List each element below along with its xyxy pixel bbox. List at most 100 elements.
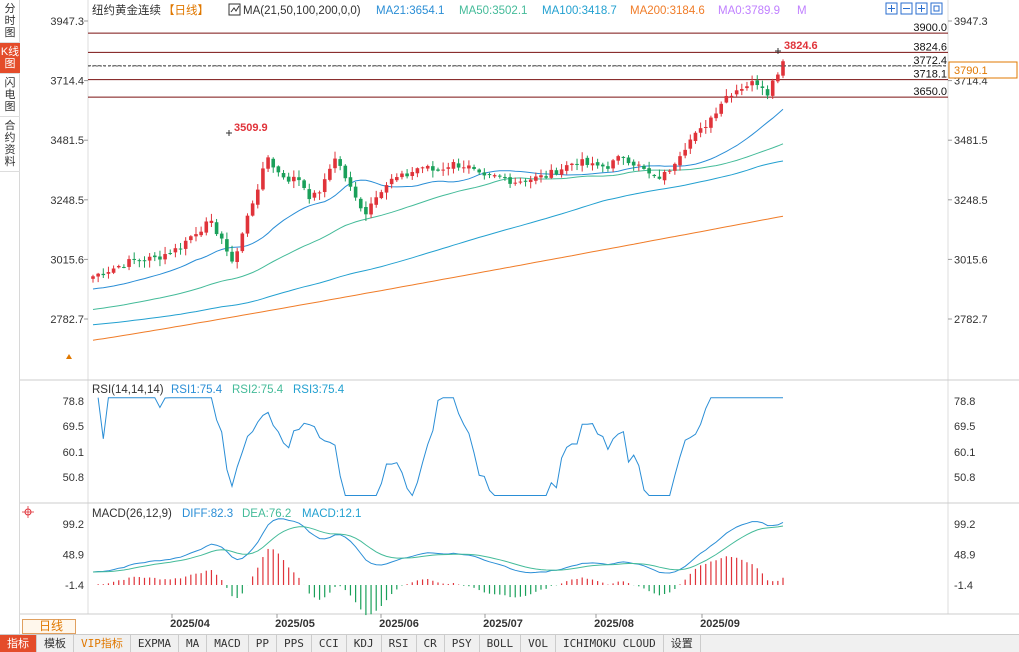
candle[interactable] [225,232,229,257]
candle[interactable] [724,89,729,104]
candle[interactable] [235,247,239,269]
candle[interactable] [348,171,353,191]
toolbar-item-expma[interactable]: EXPMA [131,635,179,652]
candle[interactable] [657,169,662,180]
candle[interactable] [611,158,615,173]
candle[interactable] [353,181,358,201]
candle[interactable] [523,178,528,187]
candle[interactable] [544,170,548,180]
candle[interactable] [513,177,518,186]
candle[interactable] [189,235,193,244]
candle[interactable] [219,231,224,245]
toolbar-item-指标[interactable]: 指标 [0,635,37,652]
candle[interactable] [503,173,507,181]
candle[interactable] [467,160,471,174]
candle[interactable] [703,120,708,134]
candle[interactable] [405,169,409,179]
candle[interactable] [214,218,219,237]
candle[interactable] [647,161,651,179]
candle[interactable] [740,83,744,96]
candle[interactable] [369,197,373,219]
candle[interactable] [662,169,667,185]
candle[interactable] [199,226,203,238]
candle[interactable] [518,177,523,185]
candle[interactable] [528,175,533,189]
candle[interactable] [472,164,476,171]
candle[interactable] [400,170,404,180]
candle[interactable] [183,237,188,256]
tab-contract-info[interactable]: 合约资料 [0,117,20,172]
candle[interactable] [765,85,770,100]
toolbar-item-vip指标[interactable]: VIP指标 [74,635,131,652]
candle[interactable] [781,59,785,79]
candle[interactable] [250,200,255,217]
toolbar-item-cci[interactable]: CCI [312,635,347,652]
candle[interactable] [755,75,760,90]
candle[interactable] [132,252,136,265]
toolbar-item-rsi[interactable]: RSI [382,635,417,652]
candle[interactable] [122,264,126,269]
zoom-out-icon[interactable] [900,2,913,15]
toolbar-item-vol[interactable]: VOL [521,635,556,652]
candle[interactable] [328,164,332,182]
candle[interactable] [111,265,116,275]
toolbar-item-macd[interactable]: MACD [207,635,249,652]
candle[interactable] [693,131,698,144]
candle[interactable] [477,168,481,175]
candle[interactable] [688,134,693,154]
candle[interactable] [667,169,672,174]
candle[interactable] [461,160,466,173]
candle[interactable] [714,107,718,122]
candle[interactable] [410,167,415,180]
zoom-in-icon[interactable] [915,2,928,15]
candle[interactable] [312,190,317,201]
candle[interactable] [194,227,198,242]
candle[interactable] [389,174,394,189]
candle[interactable] [482,168,487,180]
candle[interactable] [497,174,502,179]
candle[interactable] [534,172,538,185]
toolbar-item-模板[interactable]: 模板 [37,635,74,652]
candle[interactable] [147,253,152,268]
candle[interactable] [616,154,621,165]
candle[interactable] [152,252,157,262]
toolbar-item-设置[interactable]: 设置 [664,635,701,652]
toolbar-item-pps[interactable]: PPS [277,635,312,652]
candle[interactable] [492,173,497,179]
candle[interactable] [539,169,543,183]
candle[interactable] [302,179,306,191]
candle[interactable] [549,164,554,180]
candle[interactable] [456,158,461,171]
candle[interactable] [286,172,291,184]
candle[interactable] [585,155,590,168]
candle[interactable] [276,165,281,177]
candle[interactable] [245,213,250,237]
candle[interactable] [745,81,749,91]
candle[interactable] [431,161,435,178]
candle[interactable] [333,151,337,173]
candle[interactable] [436,167,440,172]
candle[interactable] [554,167,559,176]
candle[interactable] [683,143,687,159]
candle[interactable] [564,161,569,175]
candle[interactable] [590,156,595,171]
candle[interactable] [446,162,451,176]
candle[interactable] [255,184,260,209]
toolbar-item-boll[interactable]: BOLL [480,635,522,652]
candle[interactable] [271,157,276,173]
candle[interactable] [116,264,121,269]
candle[interactable] [673,162,677,175]
tab-flash[interactable]: 闪电图 [0,74,20,117]
candle[interactable] [606,161,610,172]
fullscreen-icon[interactable] [930,2,943,15]
candle[interactable] [631,159,636,171]
toolbar-item-ichimoku-cloud[interactable]: ICHIMOKU CLOUD [556,635,664,652]
candle[interactable] [338,156,342,171]
ma-settings-icon[interactable] [228,3,241,16]
candle[interactable] [441,162,445,176]
candle[interactable] [415,167,420,178]
candle[interactable] [600,162,605,173]
candle[interactable] [580,152,584,172]
candle[interactable] [266,155,270,172]
candle[interactable] [358,197,363,212]
